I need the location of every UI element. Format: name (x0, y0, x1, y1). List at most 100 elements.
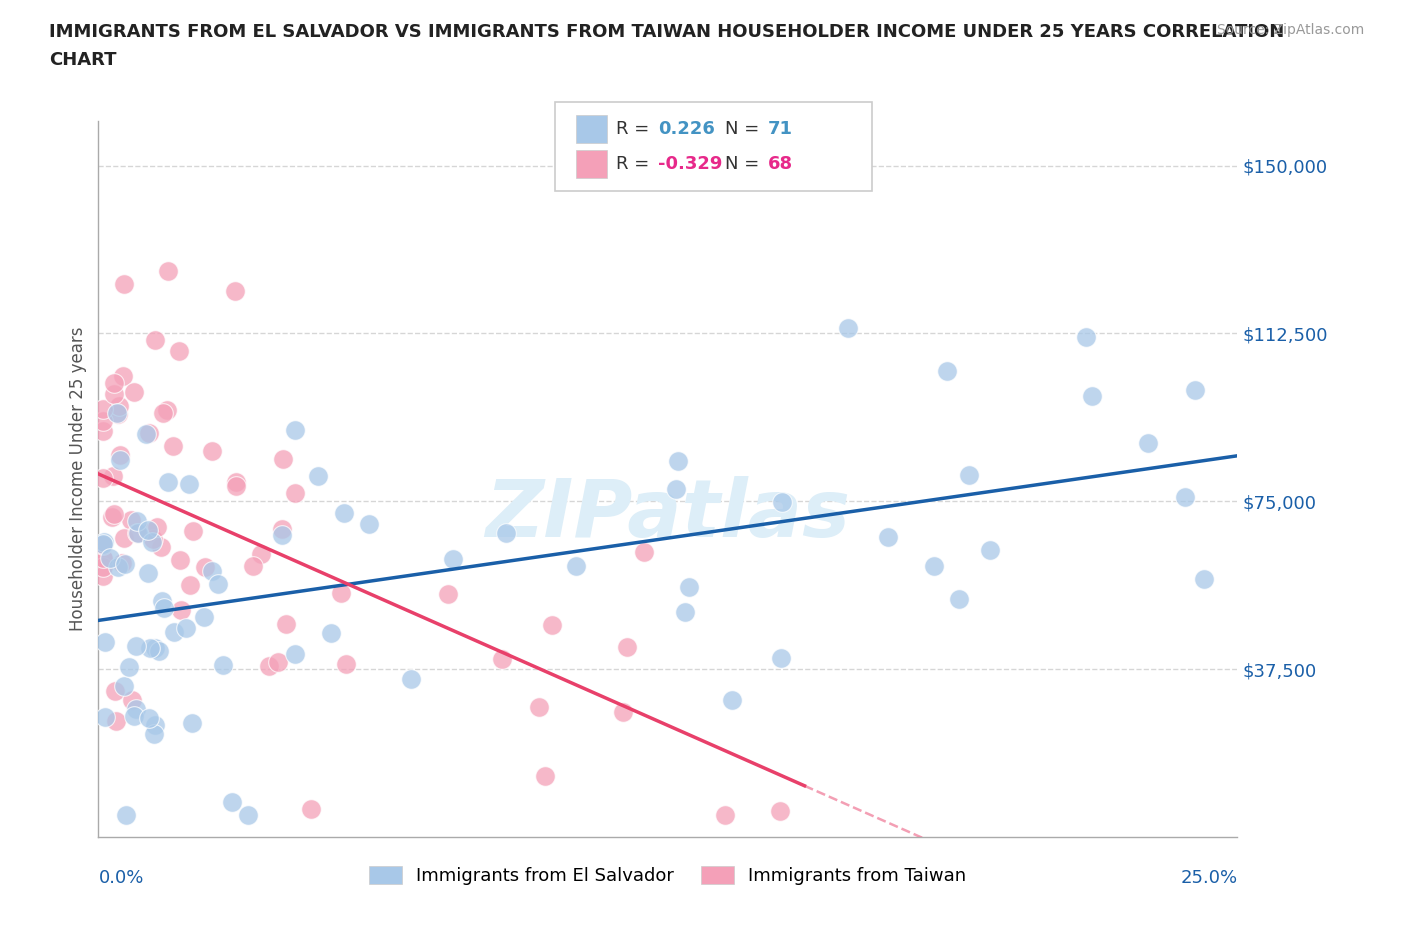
Point (94, 635, 117, 650)
Point (150, 593, 173, 608)
Point (335, 657, 357, 671)
Point (127, 525, 149, 540)
Point (271, 452, 294, 467)
Point (98, 551, 121, 565)
Point (108, 453, 131, 468)
Point (276, 617, 298, 631)
Point (142, 727, 165, 742)
Point (114, 556, 136, 571)
Point (533, 769, 555, 784)
Point (136, 566, 159, 581)
Point (111, 556, 134, 571)
Point (177, 476, 200, 491)
Point (108, 447, 131, 462)
Point (91, 424, 114, 439)
Point (103, 469, 125, 484)
Point (103, 506, 125, 521)
Point (565, 558, 588, 573)
Point (91, 402, 114, 417)
Text: R =: R = (616, 120, 655, 138)
Text: N =: N = (725, 120, 765, 138)
Point (1136, 435, 1159, 450)
Point (93, 710, 115, 724)
Point (139, 525, 162, 539)
Point (770, 495, 793, 510)
Point (179, 578, 201, 592)
Point (271, 528, 294, 543)
Point (666, 454, 689, 469)
Point (979, 543, 1001, 558)
Text: CHART: CHART (49, 51, 117, 69)
Point (174, 621, 197, 636)
Point (111, 368, 134, 383)
Text: 0.0%: 0.0% (98, 870, 143, 887)
Text: 25.0%: 25.0% (1180, 870, 1237, 887)
Point (121, 693, 143, 708)
Point (948, 591, 970, 606)
Point (250, 547, 273, 562)
Point (101, 510, 124, 525)
Point (112, 678, 135, 693)
Point (330, 586, 353, 601)
Point (616, 639, 638, 654)
Point (157, 475, 180, 490)
Point (93, 535, 115, 550)
Text: 0.226: 0.226 (658, 120, 714, 138)
Point (224, 284, 246, 299)
Text: Source: ZipAtlas.com: Source: ZipAtlas.com (1216, 23, 1364, 37)
Point (769, 804, 792, 818)
Point (169, 344, 191, 359)
Point (678, 579, 700, 594)
Point (139, 641, 162, 656)
Point (714, 807, 737, 822)
Point (207, 577, 229, 591)
Point (91, 537, 114, 551)
Point (201, 564, 224, 578)
Point (242, 559, 264, 574)
Point (138, 425, 160, 440)
Point (148, 644, 170, 658)
Point (495, 525, 517, 540)
Point (491, 652, 513, 667)
Point (266, 655, 288, 670)
Point (163, 625, 186, 640)
Point (91, 551, 114, 565)
Legend: Immigrants from El Salvador, Immigrants from Taiwan: Immigrants from El Salvador, Immigrants … (363, 858, 973, 893)
Point (112, 531, 135, 546)
Point (527, 700, 550, 715)
Point (143, 641, 166, 656)
Point (922, 559, 945, 574)
Point (105, 714, 128, 729)
Point (837, 321, 859, 336)
Point (103, 387, 125, 402)
Point (721, 692, 744, 707)
Point (183, 524, 205, 538)
Point (1081, 389, 1104, 404)
Point (135, 427, 157, 442)
Text: 68: 68 (768, 155, 793, 173)
Point (118, 659, 141, 674)
Point (105, 405, 128, 420)
Point (122, 709, 145, 724)
Point (284, 423, 307, 438)
Point (157, 263, 180, 278)
Point (91, 414, 114, 429)
Point (143, 332, 166, 347)
Point (146, 520, 169, 535)
Point (441, 551, 464, 566)
Point (211, 658, 233, 672)
Text: -0.329: -0.329 (658, 155, 723, 173)
Point (120, 512, 142, 527)
Point (108, 399, 131, 414)
Point (91, 568, 114, 583)
Point (665, 482, 688, 497)
Point (401, 671, 423, 686)
Point (271, 522, 294, 537)
Text: 71: 71 (768, 120, 793, 138)
Point (91, 560, 114, 575)
Point (194, 560, 217, 575)
Point (236, 807, 259, 822)
Point (221, 794, 243, 809)
Point (115, 807, 138, 822)
Point (284, 485, 307, 500)
